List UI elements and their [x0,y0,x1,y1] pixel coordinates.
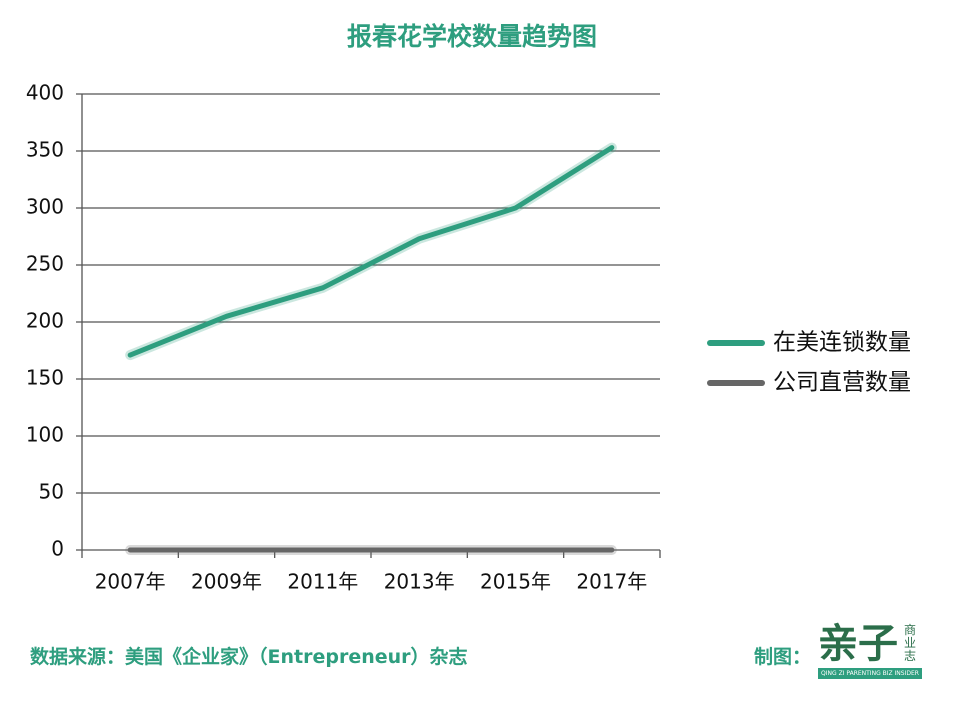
chart: 报春花学校数量趋势图 0 50 100 150 200 250 300 350 400 2007年… [26,22,911,594]
x-tick-label: 2007年 [95,570,166,594]
chart-title: 报春花学校数量趋势图 [347,22,597,51]
x-tick-label: 2009年 [191,570,262,594]
y-tick-label: 350 [26,138,64,162]
credit-label: 制图： [754,646,812,668]
x-tick-label: 2015年 [480,570,551,594]
y-tick-label: 300 [26,195,64,219]
logo-side: 商业志 [904,623,917,663]
y-tick-label: 400 [26,81,64,105]
y-tick-label: 250 [26,252,64,276]
y-tick-label: 0 [51,537,64,561]
x-tick-label: 2013年 [384,570,455,594]
y-tick-label: 50 [39,480,64,504]
logo-tagline: QING ZI PARENTING BIZ INSIDER [818,668,922,679]
logo: 亲子 商业志 QING ZI PARENTING BIZ INSIDER [818,622,922,680]
y-tick-label: 150 [26,366,64,390]
logo-main: 亲子 [818,621,898,667]
y-tick-label: 200 [26,309,64,333]
series-line [127,145,615,358]
y-tick-label: 100 [26,423,64,447]
x-tick-label: 2011年 [287,570,358,594]
legend-label: 公司直营数量 [773,370,911,396]
legend-label: 在美连锁数量 [773,330,911,356]
x-tick-label: 2017年 [576,570,647,594]
source-note: 数据来源：美国《企业家》（Entrepreneur）杂志 [30,646,468,668]
